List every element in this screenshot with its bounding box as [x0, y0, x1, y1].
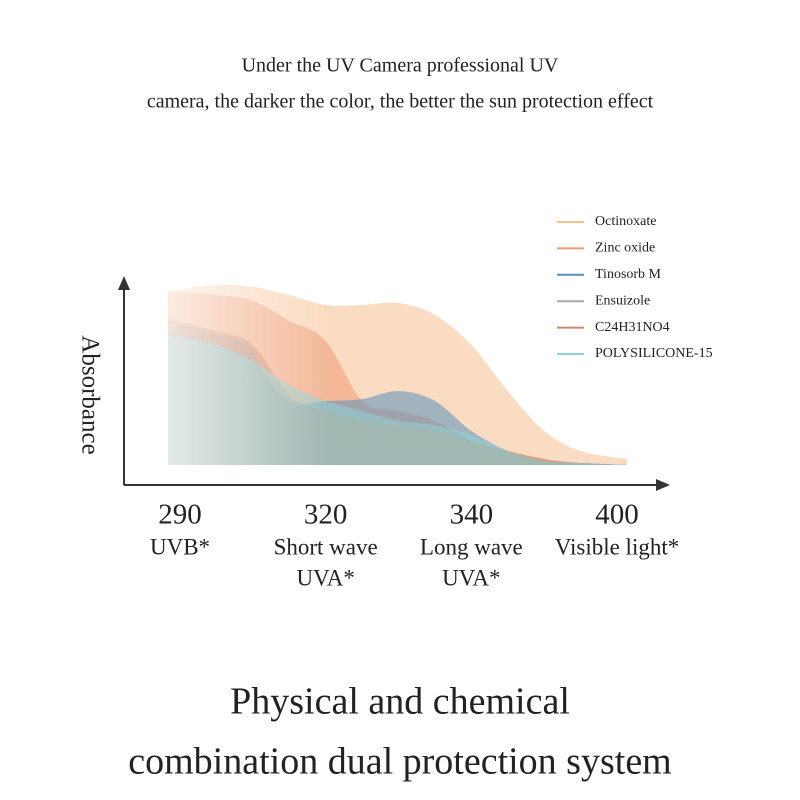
- legend-label: Tinosorb M: [595, 267, 662, 282]
- x-tick-sublabel: UVA*: [296, 565, 354, 590]
- x-tick-label: 320: [304, 499, 348, 531]
- x-tick-sublabel: Long wave: [420, 534, 523, 559]
- y-axis-label: Absorbance: [76, 335, 103, 454]
- footer-line: combination dual protection system: [128, 741, 672, 783]
- legend-label: Zinc oxide: [595, 241, 655, 256]
- plot: [160, 270, 640, 470]
- fade: [160, 270, 640, 470]
- y-arrow: [118, 276, 130, 290]
- legend-label: C24H31NO4: [595, 320, 670, 335]
- x-arrow: [656, 479, 670, 491]
- x-tick-sublabel: UVA*: [442, 565, 500, 590]
- x-tick-sublabel: Short wave: [274, 534, 378, 559]
- legend-label: Octinoxate: [595, 214, 656, 229]
- header-line: Under the UV Camera professional UV: [242, 55, 559, 77]
- footer-line: Physical and chemical: [230, 681, 570, 723]
- header-line: camera, the darker the color, the better…: [147, 91, 654, 113]
- x-tick-label: 340: [450, 499, 494, 531]
- x-tick-label: 290: [158, 499, 202, 531]
- x-tick-label: 400: [595, 499, 639, 531]
- legend-label: Ensuizole: [595, 293, 650, 308]
- legend-label: POLYSILICONE-15: [595, 346, 713, 361]
- x-tick-sublabel: Visible light*: [555, 534, 679, 559]
- x-tick-sublabel: UVB*: [150, 534, 210, 559]
